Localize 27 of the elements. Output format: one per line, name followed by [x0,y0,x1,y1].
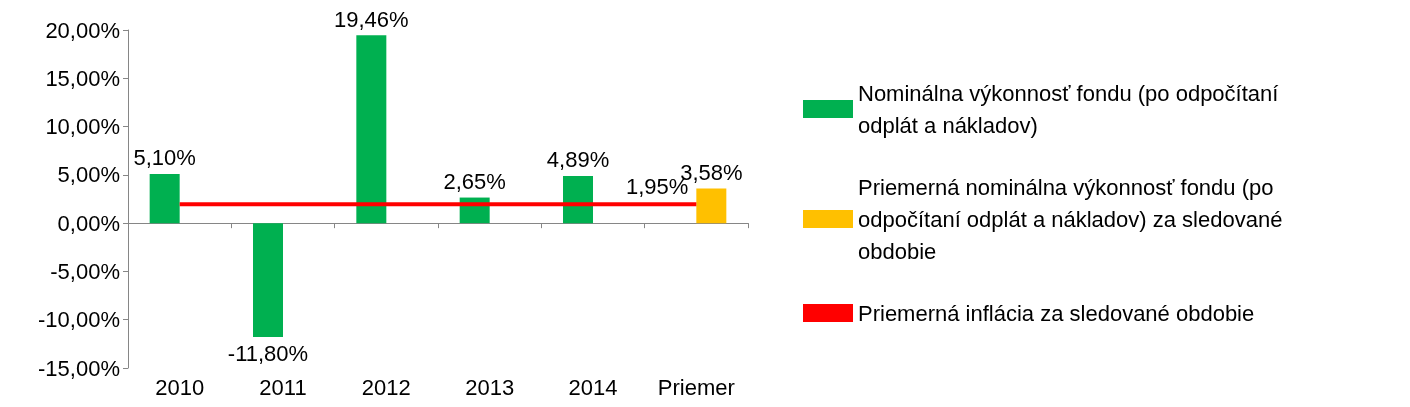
y-tick-label: -15,00% [38,355,120,381]
x-tick-label: 2014 [568,374,618,400]
data-label: -11,80% [227,340,309,366]
x-tick-label: Priemer [657,374,735,400]
legend-label: Priemerná inflácia za sledované obdobie [858,300,1255,326]
bar [563,175,593,224]
bar [696,188,727,224]
y-tick-label: 10,00% [45,114,120,140]
bar [253,223,283,338]
y-tick-label: -10,00% [38,307,120,333]
legend-label: Nominálna výkonnosť fondu (po odpočítaní odplát a nákladov) [858,80,1285,138]
x-tick-label: 2011 [259,374,307,400]
y-tick-label: -5,00% [50,258,120,284]
data-label: 19,46% [334,6,409,32]
y-tick-label: 20,00% [45,17,120,43]
bar [356,35,387,224]
data-label: 2,65% [443,169,506,195]
bar [149,173,180,224]
data-label: 5,10% [133,145,196,171]
y-tick-label: 5,00% [57,162,120,188]
legend-label: Priemerná nominálna výkonnosť fondu (po odpočítaní odplát a nákladov) za sledované obdobie [858,174,1289,264]
x-tick-label: 2012 [361,374,411,400]
x-tick-label: 2013 [465,374,515,400]
y-tick-label: 0,00% [57,210,120,236]
x-tick-label: 2010 [155,374,205,400]
data-label: 4,89% [546,147,610,173]
y-tick-label: 15,00% [45,65,120,91]
